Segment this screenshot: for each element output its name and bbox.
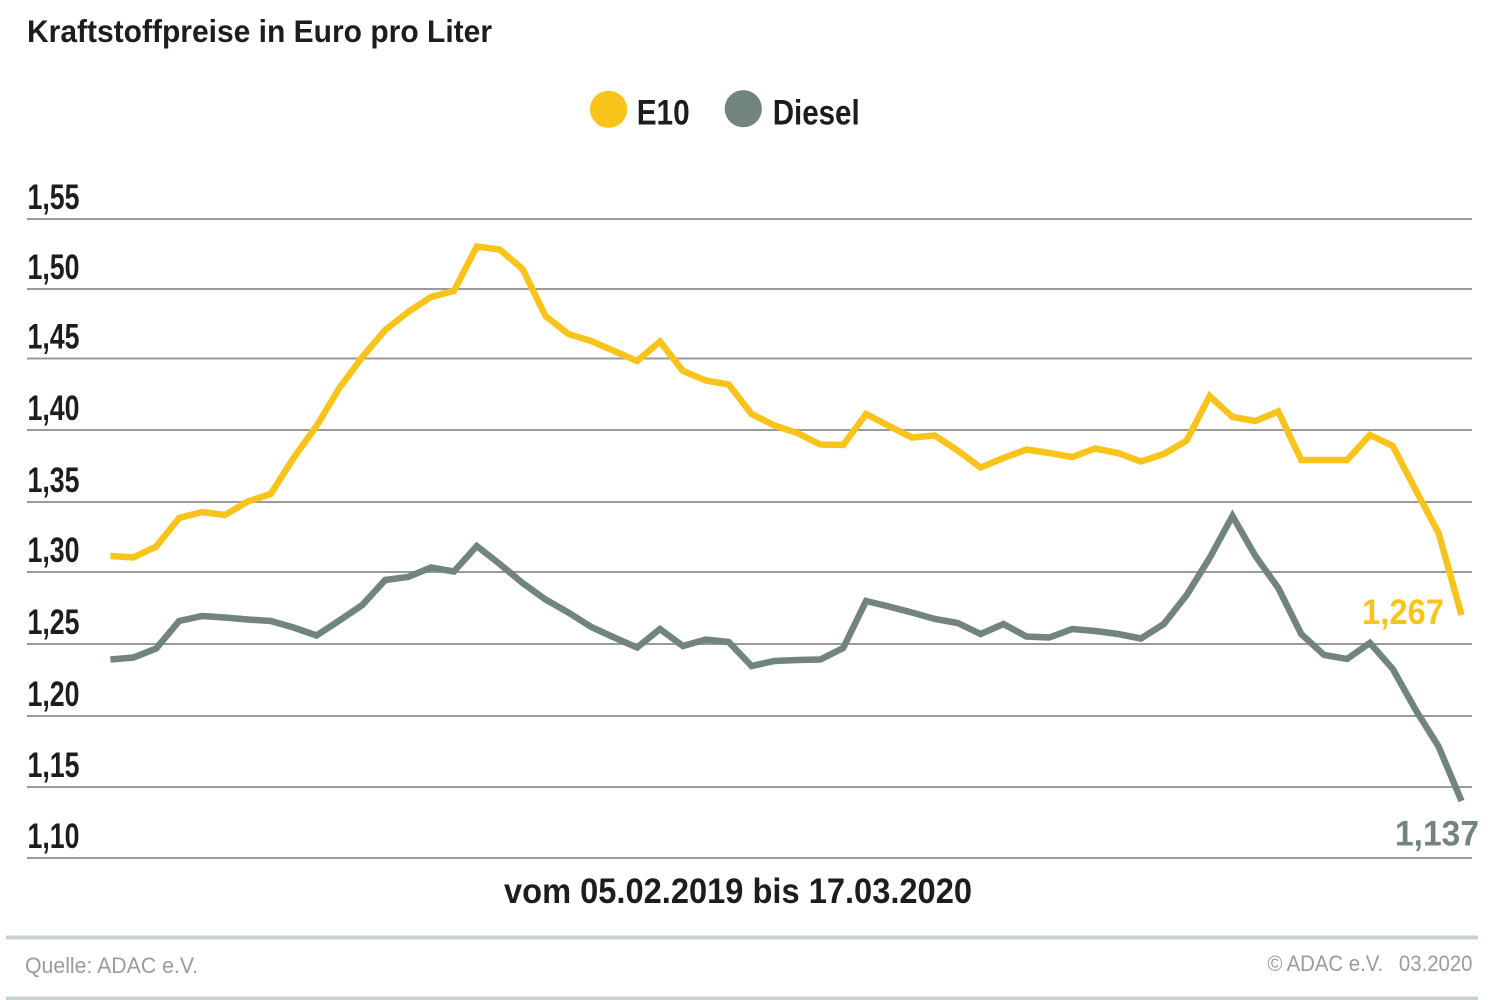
svg-text:1,30: 1,30 xyxy=(28,531,80,570)
svg-text:Quelle: ADAC e.V.: Quelle: ADAC e.V. xyxy=(25,953,198,978)
svg-text:1,20: 1,20 xyxy=(28,675,80,714)
svg-text:1,10: 1,10 xyxy=(28,817,80,856)
svg-text:E10: E10 xyxy=(637,94,690,133)
svg-text:1,137: 1,137 xyxy=(1395,815,1479,854)
svg-text:1,40: 1,40 xyxy=(28,389,80,428)
svg-text:1,35: 1,35 xyxy=(28,461,80,500)
svg-text:vom 05.02.2019 bis 17.03.2020: vom 05.02.2019 bis 17.03.2020 xyxy=(504,872,972,911)
svg-text:1,55: 1,55 xyxy=(28,178,80,217)
svg-text:1,267: 1,267 xyxy=(1362,593,1444,632)
svg-text:1,25: 1,25 xyxy=(28,603,80,642)
svg-text:© ADAC e.V. 03.2020: © ADAC e.V. 03.2020 xyxy=(1268,951,1473,976)
svg-text:1,45: 1,45 xyxy=(28,318,80,357)
svg-text:1,50: 1,50 xyxy=(28,248,80,287)
svg-text:1,15: 1,15 xyxy=(28,746,80,785)
svg-text:Diesel: Diesel xyxy=(773,94,860,133)
svg-text:Kraftstoffpreise in Euro pro L: Kraftstoffpreise in Euro pro Liter xyxy=(27,13,492,49)
